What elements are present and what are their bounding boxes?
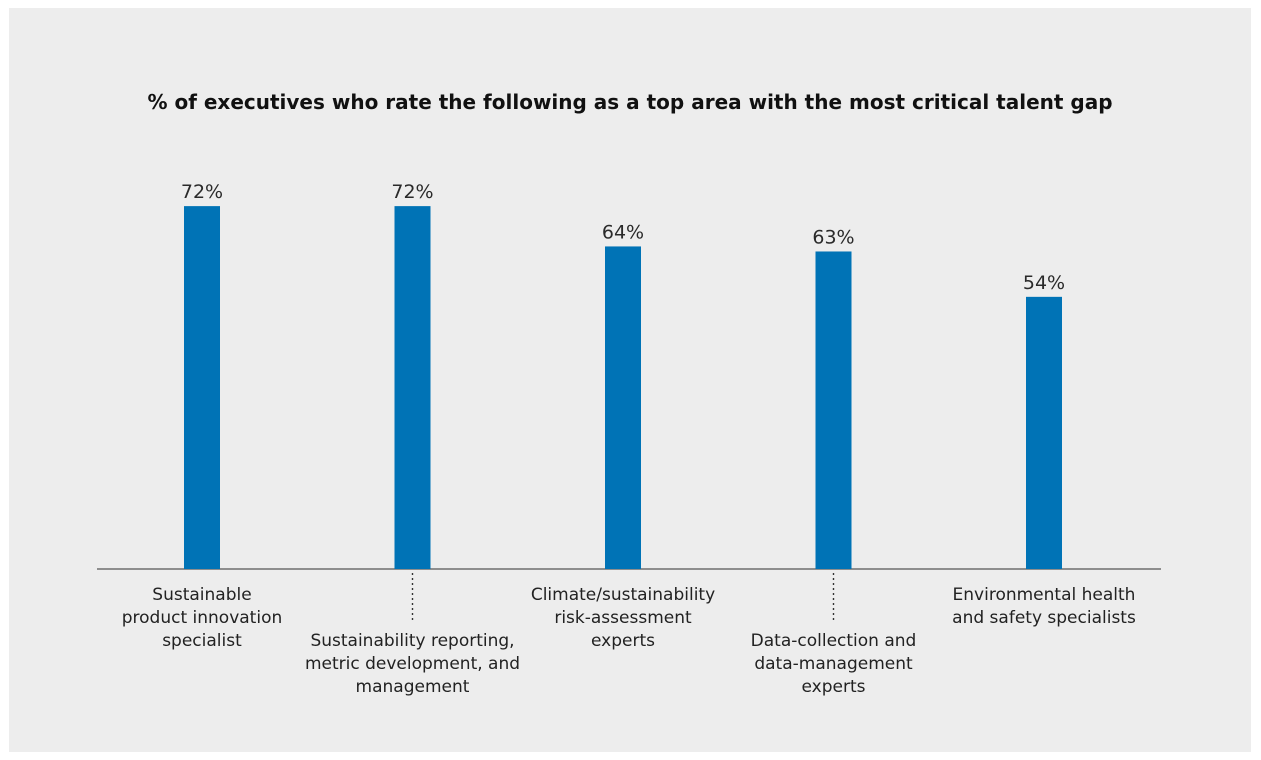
category-labels-group: Sustainable product innovation specialist S… xyxy=(122,585,1136,697)
bar-1 xyxy=(184,206,220,569)
category-label-line: Environmental health xyxy=(953,585,1136,605)
bar-5 xyxy=(1026,296,1062,569)
category-label-line: Data-collection and xyxy=(751,631,917,651)
category-label-5: Environmental health and safety specialis… xyxy=(952,585,1136,628)
value-label-4: 63% xyxy=(812,226,854,248)
category-label-3: Climate/sustainability risk-assessment exp… xyxy=(531,585,715,651)
bar-4 xyxy=(815,251,852,570)
category-label-2: Sustainability reporting, metric developm… xyxy=(305,631,520,697)
category-label-line: experts xyxy=(591,631,655,651)
category-label-line: data-management xyxy=(754,654,913,674)
bars-group xyxy=(184,206,1062,570)
category-label-line: experts xyxy=(802,677,866,697)
category-label-line: product innovation xyxy=(122,608,283,628)
value-labels-group: 72% 72% 64% 63% 54% xyxy=(181,181,1065,294)
category-label-line: metric development, and xyxy=(305,654,520,674)
category-label-line: specialist xyxy=(162,631,242,651)
category-label-line: Climate/sustainability xyxy=(531,585,715,605)
chart-title: % of executives who rate the following a… xyxy=(147,90,1113,114)
bar-2 xyxy=(394,206,431,569)
category-label-line: risk-assessment xyxy=(554,608,692,628)
category-label-line: Sustainability reporting, xyxy=(310,631,514,651)
category-label-line: Sustainable xyxy=(152,585,251,605)
category-label-line: management xyxy=(356,677,470,697)
value-label-3: 64% xyxy=(602,221,644,243)
value-label-2: 72% xyxy=(391,181,433,203)
bar-3 xyxy=(605,246,641,569)
value-label-5: 54% xyxy=(1023,272,1065,294)
value-label-1: 72% xyxy=(181,181,223,203)
category-label-line: and safety specialists xyxy=(952,608,1136,628)
category-label-4: Data-collection and data-management expert… xyxy=(751,631,917,697)
category-label-1: Sustainable product innovation specialist xyxy=(122,585,283,651)
